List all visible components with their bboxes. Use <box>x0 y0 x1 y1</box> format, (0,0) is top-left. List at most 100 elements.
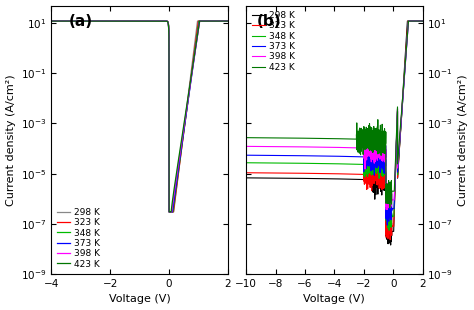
Text: (a): (a) <box>69 14 93 29</box>
323 K <box>49 19 55 23</box>
348 K <box>311 162 317 165</box>
398 K <box>79 19 85 23</box>
348 K <box>69 19 74 23</box>
423 K <box>275 136 281 140</box>
373 K <box>124 19 129 23</box>
298 K <box>49 19 55 23</box>
323 K <box>221 19 227 23</box>
373 K <box>225 19 231 23</box>
323 K <box>311 171 317 175</box>
423 K <box>358 150 364 153</box>
323 K <box>116 19 122 23</box>
298 K <box>202 19 208 23</box>
423 K <box>311 136 317 140</box>
398 K <box>69 19 74 23</box>
423 K <box>387 206 392 210</box>
373 K <box>358 155 364 159</box>
423 K <box>79 19 85 23</box>
398 K <box>49 19 55 23</box>
298 K <box>388 243 393 247</box>
298 K <box>358 178 364 181</box>
423 K <box>69 19 74 23</box>
423 K <box>124 19 129 23</box>
323 K <box>388 221 394 224</box>
348 K <box>124 19 129 23</box>
323 K <box>124 19 129 23</box>
373 K <box>116 19 122 23</box>
X-axis label: Voltage (V): Voltage (V) <box>109 294 171 304</box>
Line: 373 K: 373 K <box>52 21 228 212</box>
323 K <box>79 19 85 23</box>
Legend: 298 K, 323 K, 348 K, 373 K, 398 K, 423 K: 298 K, 323 K, 348 K, 373 K, 398 K, 423 K <box>56 207 101 269</box>
Line: 298 K: 298 K <box>52 21 228 212</box>
348 K <box>419 19 425 23</box>
323 K <box>69 19 74 23</box>
298 K <box>225 19 231 23</box>
423 K <box>243 136 249 140</box>
298 K <box>404 19 410 23</box>
348 K <box>405 19 411 23</box>
323 K <box>349 172 355 176</box>
323 K <box>243 171 249 175</box>
298 K <box>419 19 425 23</box>
423 K <box>202 19 208 23</box>
398 K <box>221 19 227 23</box>
Line: 323 K: 323 K <box>246 21 422 240</box>
423 K <box>166 210 172 214</box>
Line: 423 K: 423 K <box>246 21 422 208</box>
348 K <box>358 162 364 166</box>
423 K <box>388 192 394 195</box>
348 K <box>386 228 392 232</box>
298 K <box>375 181 381 185</box>
398 K <box>311 145 317 149</box>
348 K <box>116 19 122 23</box>
423 K <box>221 19 227 23</box>
323 K <box>202 19 208 23</box>
348 K <box>375 160 381 164</box>
398 K <box>116 19 122 23</box>
348 K <box>166 210 172 214</box>
348 K <box>349 162 355 166</box>
398 K <box>124 19 129 23</box>
373 K <box>375 161 381 165</box>
Y-axis label: Current density (A/cm²): Current density (A/cm²) <box>6 74 16 206</box>
423 K <box>225 19 231 23</box>
373 K <box>419 19 425 23</box>
423 K <box>49 19 55 23</box>
348 K <box>202 19 208 23</box>
398 K <box>166 210 172 214</box>
298 K <box>79 19 85 23</box>
373 K <box>79 19 85 23</box>
298 K <box>124 19 129 23</box>
373 K <box>166 210 172 214</box>
Legend: 298 K, 323 K, 348 K, 373 K, 398 K, 423 K: 298 K, 323 K, 348 K, 373 K, 398 K, 423 K <box>251 10 296 73</box>
Line: 298 K: 298 K <box>246 21 422 245</box>
323 K <box>387 238 393 241</box>
373 K <box>243 153 249 157</box>
373 K <box>49 19 55 23</box>
298 K <box>311 177 317 180</box>
348 K <box>243 161 249 165</box>
Line: 398 K: 398 K <box>52 21 228 212</box>
398 K <box>349 146 355 150</box>
398 K <box>243 144 249 148</box>
Text: (b): (b) <box>257 14 282 29</box>
348 K <box>275 161 281 165</box>
423 K <box>349 137 355 141</box>
Line: 323 K: 323 K <box>52 21 228 212</box>
348 K <box>49 19 55 23</box>
323 K <box>358 172 364 176</box>
398 K <box>388 191 394 194</box>
423 K <box>116 19 122 23</box>
348 K <box>388 215 394 219</box>
323 K <box>275 171 281 175</box>
373 K <box>384 223 390 227</box>
398 K <box>275 145 281 148</box>
298 K <box>349 177 355 181</box>
Line: 398 K: 398 K <box>246 21 422 210</box>
373 K <box>406 19 411 23</box>
323 K <box>225 19 231 23</box>
373 K <box>311 154 317 158</box>
298 K <box>388 224 394 228</box>
398 K <box>419 19 425 23</box>
